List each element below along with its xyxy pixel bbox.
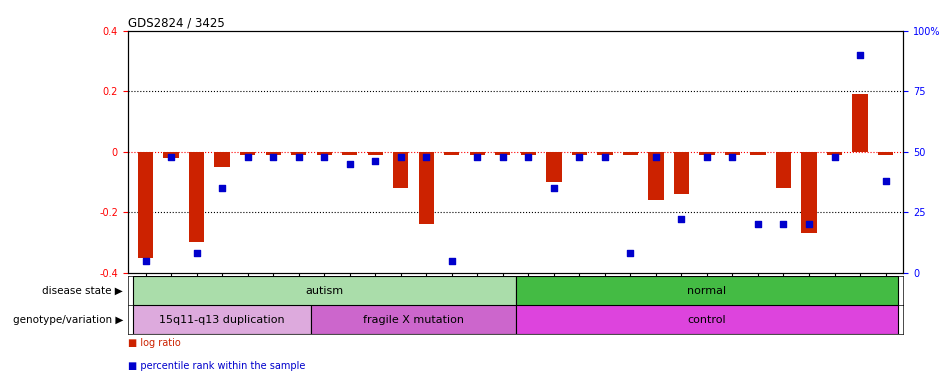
Text: disease state ▶: disease state ▶ bbox=[43, 286, 123, 296]
Bar bbox=[132, 276, 516, 305]
Bar bbox=[469, 152, 485, 155]
Bar bbox=[597, 152, 612, 155]
Point bbox=[801, 221, 816, 227]
Text: genotype/variation ▶: genotype/variation ▶ bbox=[12, 314, 123, 325]
Bar bbox=[878, 152, 893, 155]
Bar bbox=[240, 152, 255, 155]
Point bbox=[291, 154, 307, 160]
Bar bbox=[776, 152, 791, 188]
Point bbox=[571, 154, 587, 160]
Point bbox=[189, 250, 204, 257]
Bar bbox=[266, 152, 281, 155]
Text: ■ percentile rank within the sample: ■ percentile rank within the sample bbox=[128, 361, 305, 371]
Point bbox=[215, 185, 230, 191]
Bar bbox=[368, 152, 383, 155]
Bar bbox=[342, 152, 358, 155]
Bar bbox=[516, 276, 899, 305]
Bar bbox=[164, 152, 179, 158]
Point bbox=[750, 221, 765, 227]
Point bbox=[138, 257, 153, 263]
Bar bbox=[852, 94, 867, 152]
Text: autism: autism bbox=[306, 286, 343, 296]
Bar bbox=[444, 152, 460, 155]
Bar bbox=[699, 152, 714, 155]
Bar bbox=[750, 152, 765, 155]
Point bbox=[520, 154, 535, 160]
Point bbox=[266, 154, 281, 160]
Point bbox=[394, 154, 409, 160]
Text: control: control bbox=[688, 314, 727, 325]
Point bbox=[878, 178, 893, 184]
Bar bbox=[394, 152, 409, 188]
Point bbox=[342, 161, 358, 167]
Bar bbox=[648, 152, 663, 200]
Bar bbox=[516, 305, 899, 334]
Text: normal: normal bbox=[688, 286, 727, 296]
Bar bbox=[725, 152, 740, 155]
Point bbox=[164, 154, 179, 160]
Point bbox=[470, 154, 485, 160]
Point bbox=[622, 250, 638, 257]
Point bbox=[648, 154, 663, 160]
Text: GDS2824 / 3425: GDS2824 / 3425 bbox=[128, 17, 224, 30]
Text: ■ log ratio: ■ log ratio bbox=[128, 338, 181, 348]
Bar bbox=[291, 152, 307, 155]
Point bbox=[240, 154, 255, 160]
Point bbox=[699, 154, 714, 160]
Bar bbox=[138, 152, 153, 258]
Point bbox=[546, 185, 561, 191]
Bar bbox=[520, 152, 536, 155]
Bar bbox=[189, 152, 204, 242]
Bar bbox=[801, 152, 816, 233]
Bar bbox=[495, 152, 511, 155]
Point bbox=[597, 154, 612, 160]
Bar bbox=[571, 152, 587, 155]
Point bbox=[419, 154, 434, 160]
Bar bbox=[132, 305, 311, 334]
Point bbox=[852, 52, 867, 58]
Point bbox=[445, 257, 460, 263]
Bar bbox=[311, 305, 516, 334]
Point bbox=[674, 216, 689, 222]
Point bbox=[725, 154, 740, 160]
Bar bbox=[674, 152, 689, 194]
Text: 15q11-q13 duplication: 15q11-q13 duplication bbox=[159, 314, 285, 325]
Point bbox=[827, 154, 842, 160]
Bar bbox=[546, 152, 562, 182]
Bar bbox=[827, 152, 842, 155]
Point bbox=[776, 221, 791, 227]
Bar bbox=[317, 152, 332, 155]
Point bbox=[496, 154, 511, 160]
Point bbox=[317, 154, 332, 160]
Bar bbox=[418, 152, 434, 224]
Text: fragile X mutation: fragile X mutation bbox=[363, 314, 464, 325]
Bar bbox=[622, 152, 638, 155]
Bar bbox=[215, 152, 230, 167]
Point bbox=[368, 158, 383, 164]
